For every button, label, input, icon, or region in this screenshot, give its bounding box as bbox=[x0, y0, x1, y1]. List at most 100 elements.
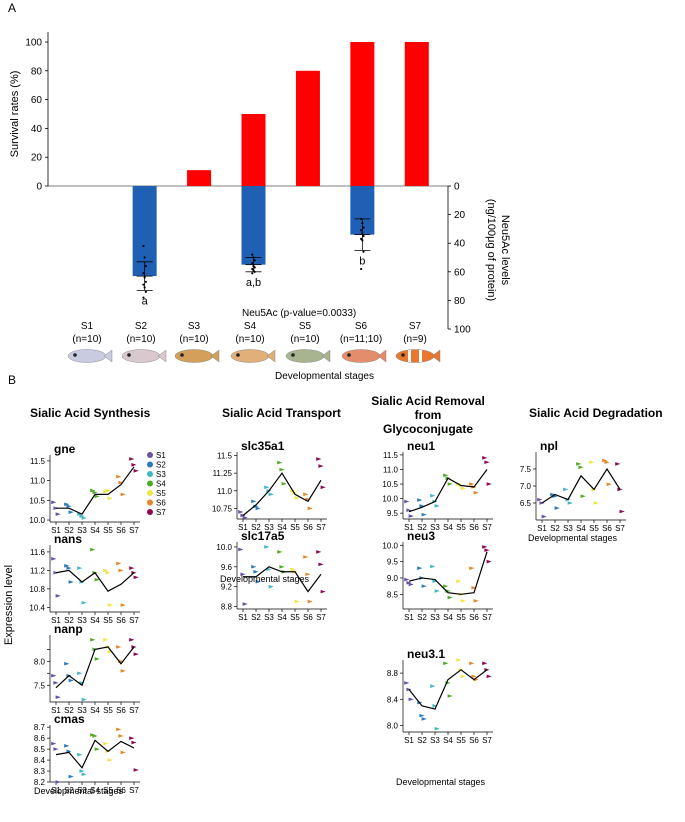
neu5ac-point-S4 bbox=[251, 253, 254, 256]
x-tick-label-S2: S2 bbox=[251, 613, 261, 622]
expression-point-S1 bbox=[51, 557, 57, 561]
expression-point-S6 bbox=[471, 585, 477, 590]
x-tick-label-S5: S5 bbox=[103, 526, 113, 535]
panel-a-bar-chart: 0 20 40 60 80 100 Survival rates (%) 0 20 40 60 80 1… bbox=[9, 32, 511, 336]
gene-label-neu3.1: neu3.1 bbox=[407, 647, 445, 661]
y-tick-label: 11.0 bbox=[217, 487, 233, 496]
expression-point-S3 bbox=[264, 545, 270, 549]
survival-tick-label: 20 bbox=[31, 153, 43, 164]
expression-point-S7 bbox=[133, 652, 139, 656]
neu5ac-point-S2 bbox=[142, 244, 145, 248]
expression-point-S7 bbox=[318, 562, 324, 567]
y-tick-label: 8.7 bbox=[34, 723, 46, 732]
expression-point-S1 bbox=[404, 499, 410, 504]
group-title-degradation: Sialic Acid Degradation bbox=[529, 406, 663, 420]
expression-point-S2 bbox=[419, 504, 425, 508]
expression-point-S6 bbox=[118, 734, 124, 738]
mean-line-nanp bbox=[55, 646, 135, 689]
survival-bar-S4 bbox=[241, 114, 266, 186]
fish-tail bbox=[103, 349, 113, 363]
expression-point-S2 bbox=[68, 678, 74, 683]
expression-point-S7 bbox=[133, 468, 139, 473]
expression-point-S1 bbox=[537, 497, 543, 502]
expression-point-S1 bbox=[541, 514, 547, 519]
legend-marker-S6 bbox=[147, 499, 153, 506]
expression-point-S1 bbox=[406, 508, 412, 513]
y-tick-label: 11.2 bbox=[30, 566, 46, 575]
expression-point-S1 bbox=[404, 577, 410, 582]
mean-line-npl bbox=[541, 467, 621, 504]
expression-point-S4 bbox=[90, 488, 96, 493]
expression-point-S3 bbox=[268, 492, 274, 497]
gene-label-npl: npl bbox=[540, 439, 558, 453]
legend-marker-S2 bbox=[147, 461, 153, 468]
gene-label-slc35a1: slc35a1 bbox=[241, 439, 285, 453]
expression-point-S2 bbox=[68, 510, 74, 514]
expression-point-S6 bbox=[469, 482, 475, 486]
mean-line-cmas bbox=[55, 739, 135, 769]
expression-point-S5 bbox=[105, 488, 111, 493]
neu5ac-tick-label: 100 bbox=[454, 325, 471, 336]
neu5ac-point-S6 bbox=[362, 226, 365, 229]
stage-name-S1: S1 bbox=[81, 321, 94, 332]
expression-point-S7 bbox=[482, 456, 488, 460]
expression-point-S7 bbox=[129, 736, 135, 740]
expression-point-S6 bbox=[116, 645, 122, 649]
stage-name-S5: S5 bbox=[299, 321, 312, 332]
neu5ac-point-S4 bbox=[253, 270, 256, 273]
expression-point-S2 bbox=[421, 584, 427, 588]
expression-point-S1 bbox=[408, 582, 414, 587]
expression-point-S5 bbox=[460, 486, 466, 491]
fish-tail bbox=[431, 349, 441, 363]
neu5ac-point-S2 bbox=[143, 276, 146, 279]
gene-label-neu3: neu3 bbox=[407, 529, 435, 543]
expression-point-S7 bbox=[486, 559, 492, 564]
expression-point-S3 bbox=[268, 584, 274, 589]
x-tick-label-S7: S7 bbox=[615, 524, 625, 533]
expression-point-S7 bbox=[486, 674, 492, 679]
expression-point-S5 bbox=[460, 599, 466, 603]
x-tick-label-S3: S3 bbox=[77, 616, 87, 625]
expression-point-S2 bbox=[417, 566, 423, 570]
x-tick-label-S4: S4 bbox=[277, 523, 287, 532]
expression-point-S4 bbox=[580, 494, 586, 498]
x-tick-label-S3: S3 bbox=[77, 706, 87, 715]
expression-point-S3 bbox=[79, 769, 85, 773]
gene-label-cmas: cmas bbox=[54, 712, 85, 726]
expression-point-S6 bbox=[118, 480, 124, 485]
y-tick-label: 8.0 bbox=[387, 721, 399, 730]
y-tick-label: 8.5 bbox=[387, 590, 399, 599]
stage-n-S3: (n=10) bbox=[179, 334, 208, 345]
mean-line-neu3.1 bbox=[408, 669, 488, 710]
x-tick-label-S1: S1 bbox=[51, 786, 61, 795]
x-tick-label-S6: S6 bbox=[469, 736, 479, 745]
expression-plot-slc35a1: 10.75 11.0 11.25 11.5 S1 S2 S3 S4 S5 S6 S7 slc35a1 bbox=[212, 439, 327, 532]
x-tick-label-S7: S7 bbox=[129, 526, 139, 535]
x-tick-label-S7: S7 bbox=[482, 523, 492, 532]
expression-point-S2 bbox=[64, 563, 70, 568]
x-tick-label-S1: S1 bbox=[51, 616, 61, 625]
x-tick-label-S4: S4 bbox=[443, 613, 453, 622]
y-tick-label: 11.0 bbox=[30, 477, 46, 486]
x-tick-label-S7: S7 bbox=[482, 736, 492, 745]
x-tick-label-S6: S6 bbox=[303, 613, 313, 622]
expression-point-S7 bbox=[619, 509, 625, 514]
neu5ac-point-S2 bbox=[144, 290, 147, 293]
expression-point-S4 bbox=[281, 481, 287, 486]
stage-n-S2: (n=10) bbox=[126, 334, 155, 345]
expression-point-S4 bbox=[94, 747, 100, 751]
expression-plot-nanp: 7.5 8.0 S1 S2 S3 S4 S5 S6 S7 nanp bbox=[34, 622, 140, 715]
y-tick-label: 8.4 bbox=[34, 756, 46, 765]
legend-marker-S7 bbox=[147, 509, 153, 515]
expression-point-S2 bbox=[66, 504, 72, 509]
neu5ac-point-S2 bbox=[143, 256, 146, 259]
expression-point-S7 bbox=[129, 566, 135, 570]
mean-line-slc35a1 bbox=[242, 472, 322, 516]
expression-point-S7 bbox=[615, 462, 621, 466]
expression-point-S3 bbox=[264, 485, 270, 490]
y-tick-label: 10.0 bbox=[382, 495, 398, 504]
expression-point-S4 bbox=[92, 734, 98, 738]
x-tick-label-S5: S5 bbox=[589, 524, 599, 533]
expression-point-S7 bbox=[482, 545, 488, 549]
